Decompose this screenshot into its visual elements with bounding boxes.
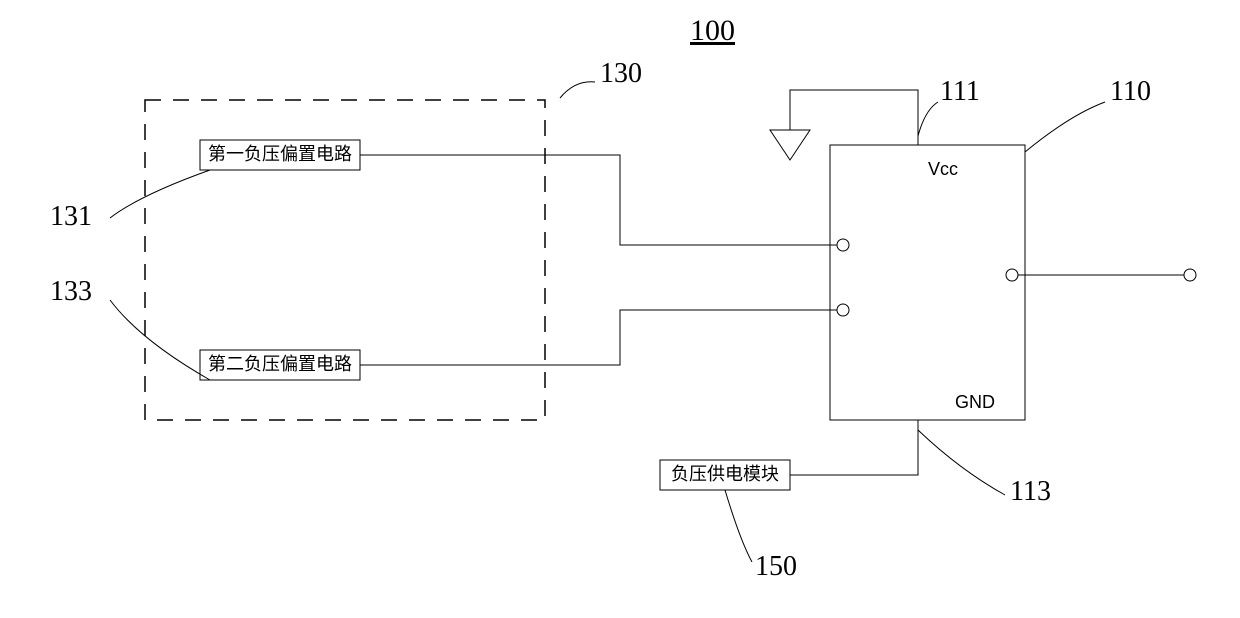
ref-150: 150: [755, 551, 797, 582]
ref-110: 110: [1110, 76, 1151, 107]
bias2-box: 第二负压偏置电路: [200, 350, 360, 380]
main-block: [830, 145, 1025, 420]
input-port-bottom: [837, 304, 849, 316]
gnd-label: GND: [955, 392, 995, 412]
neg-supply-box: 负压供电模块: [660, 460, 790, 490]
neg-supply-label: 负压供电模块: [671, 464, 779, 484]
bias1-label: 第一负压偏置电路: [208, 144, 352, 164]
ref-133: 133: [50, 276, 92, 307]
ground-symbol: [770, 130, 810, 160]
output-port: [1006, 269, 1018, 281]
ref-130: 130: [600, 58, 642, 89]
bias1-box: 第一负压偏置电路: [200, 140, 360, 170]
figure-title: 100: [690, 14, 735, 47]
bias2-label: 第二负压偏置电路: [208, 354, 352, 374]
output-terminal: [1184, 269, 1196, 281]
input-port-top: [837, 239, 849, 251]
ref-111: 111: [940, 76, 980, 107]
ref-113: 113: [1010, 476, 1051, 507]
ref-131: 131: [50, 201, 92, 232]
wires: [360, 90, 1184, 475]
vcc-label: Vcc: [928, 159, 958, 179]
